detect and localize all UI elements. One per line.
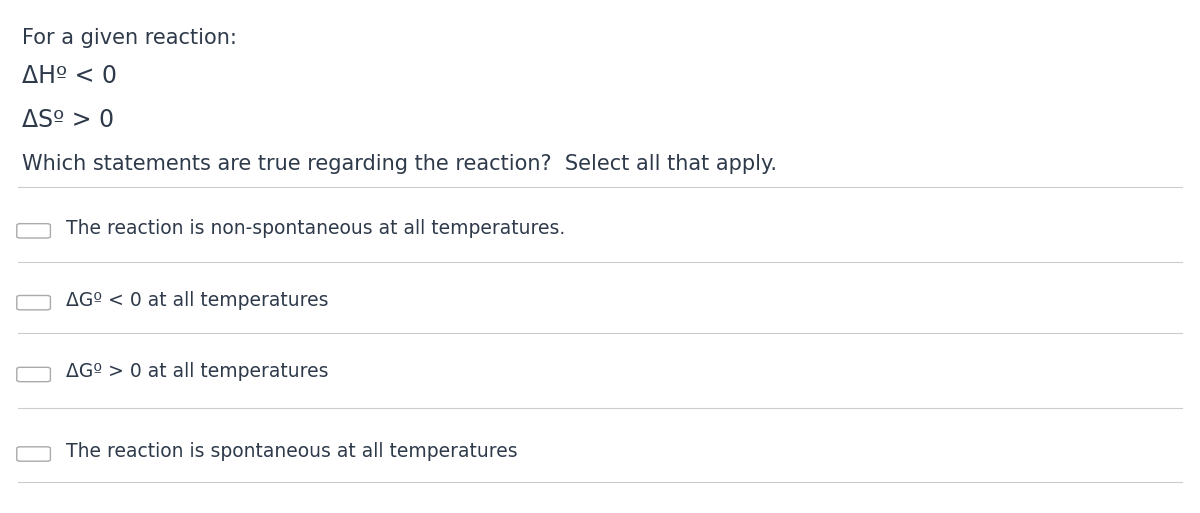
Text: For a given reaction:: For a given reaction:: [22, 28, 236, 48]
Text: The reaction is non-spontaneous at all temperatures.: The reaction is non-spontaneous at all t…: [66, 219, 565, 238]
Text: ΔHº < 0: ΔHº < 0: [22, 64, 116, 88]
Text: ΔGº < 0 at all temperatures: ΔGº < 0 at all temperatures: [66, 290, 329, 310]
FancyBboxPatch shape: [17, 367, 50, 382]
FancyBboxPatch shape: [17, 447, 50, 461]
Text: ΔGº > 0 at all temperatures: ΔGº > 0 at all temperatures: [66, 362, 329, 382]
Text: ΔSº > 0: ΔSº > 0: [22, 108, 114, 132]
FancyBboxPatch shape: [17, 295, 50, 310]
FancyBboxPatch shape: [17, 224, 50, 238]
Text: The reaction is spontaneous at all temperatures: The reaction is spontaneous at all tempe…: [66, 442, 517, 461]
Text: Which statements are true regarding the reaction?  Select all that apply.: Which statements are true regarding the …: [22, 154, 776, 174]
